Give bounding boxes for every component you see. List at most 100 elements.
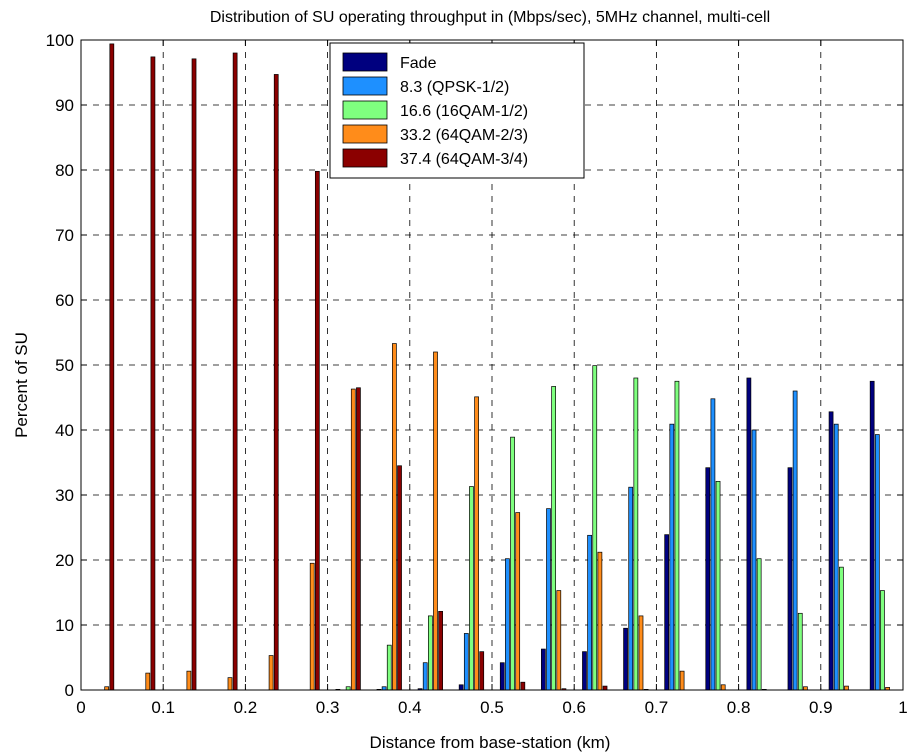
- bar: [273, 74, 279, 691]
- x-tick-label: 0.9: [809, 698, 833, 717]
- x-tick-label: 1: [898, 698, 907, 717]
- bar: [551, 386, 557, 691]
- y-tick-label: 10: [55, 616, 74, 635]
- bar: [458, 684, 464, 691]
- y-tick-label: 0: [65, 681, 74, 700]
- legend-swatch: [342, 100, 388, 120]
- bar: [433, 351, 438, 691]
- legend-swatch: [342, 52, 388, 72]
- bar: [109, 43, 115, 691]
- y-ticks: 0 10 20 30 40 50 60 70 80 90 100: [46, 31, 903, 700]
- y-tick-label: 30: [55, 486, 74, 505]
- bar: [510, 436, 515, 691]
- y-tick-label: 70: [55, 226, 74, 245]
- bar: [587, 534, 592, 691]
- bar: [838, 566, 844, 691]
- bar: [392, 343, 397, 691]
- x-ticks: 0 0.1 0.2 0.3 0.4 0.5 0.6 0.7 0.8 0.9 1: [76, 40, 908, 717]
- bar: [469, 486, 474, 691]
- bar: [664, 534, 670, 691]
- bar: [479, 651, 485, 691]
- bar: [582, 651, 587, 691]
- legend-label: 16.6 (16QAM-1/2): [400, 103, 528, 120]
- bar: [705, 467, 711, 691]
- bar: [356, 387, 361, 691]
- x-tick-label: 0.4: [398, 698, 422, 717]
- bar: [623, 627, 628, 691]
- bar: [499, 662, 505, 691]
- bar: [422, 662, 428, 691]
- bar: [386, 644, 392, 691]
- y-tick-label: 90: [55, 96, 74, 115]
- y-axis-label: Percent of SU: [12, 332, 31, 438]
- chart-title: Distribution of SU operating throughput …: [210, 9, 770, 26]
- bar: [679, 670, 685, 691]
- y-tick-label: 100: [46, 31, 74, 50]
- bar: [674, 380, 680, 691]
- x-tick-label: 0.8: [727, 698, 751, 717]
- legend: Fade 8.3 (QPSK-1/2) 16.6 (16QAM-1/2) 33.2 (…: [329, 42, 585, 179]
- y-tick-label: 80: [55, 161, 74, 180]
- legend-swatch: [342, 148, 388, 168]
- x-tick-label: 0.7: [645, 698, 669, 717]
- legend-label: Fade: [400, 55, 437, 72]
- bar: [880, 590, 885, 691]
- bar: [751, 429, 757, 691]
- bar: [669, 423, 675, 691]
- x-tick-label: 0.2: [234, 698, 258, 717]
- bar: [710, 398, 716, 691]
- bar: [592, 365, 598, 691]
- legend-swatch: [342, 124, 388, 144]
- bar: [520, 681, 526, 691]
- y-tick-label: 60: [55, 291, 74, 310]
- bar: [232, 52, 238, 691]
- x-tick-label: 0.6: [562, 698, 586, 717]
- bar: [309, 562, 315, 691]
- bar: [268, 655, 274, 691]
- bar: [638, 615, 644, 691]
- bar: [474, 396, 479, 691]
- bar: [515, 512, 521, 691]
- x-tick-label: 0.1: [151, 698, 175, 717]
- bar: [633, 377, 639, 691]
- bar: [427, 615, 433, 691]
- bar: [438, 610, 443, 691]
- x-axis-label: Distance from base-station (km): [370, 733, 611, 752]
- bar: [186, 670, 192, 691]
- bar: [227, 677, 233, 691]
- bar: [314, 170, 320, 691]
- bar: [787, 467, 793, 691]
- y-tick-label: 50: [55, 356, 74, 375]
- bar: [350, 388, 356, 691]
- bar: [844, 685, 849, 691]
- bar: [828, 411, 834, 691]
- bar: [597, 551, 603, 691]
- bar: [756, 558, 762, 691]
- bar: [602, 685, 608, 691]
- y-tick-label: 40: [55, 421, 74, 440]
- x-tick-label: 0.3: [316, 698, 340, 717]
- bar: [546, 508, 551, 691]
- legend-label: 8.3 (QPSK-1/2): [400, 79, 509, 96]
- y-tick-label: 20: [55, 551, 74, 570]
- bar: [463, 633, 469, 691]
- bar: [869, 380, 875, 691]
- bar: [874, 434, 880, 691]
- legend-swatch: [342, 76, 388, 96]
- x-tick-label: 0.5: [480, 698, 504, 717]
- bar: [145, 672, 151, 691]
- bar: [541, 648, 546, 691]
- bar: [505, 558, 510, 691]
- bar: [191, 58, 197, 691]
- bar: [797, 612, 803, 691]
- bar: [397, 465, 402, 691]
- legend-label: 33.2 (64QAM-2/3): [400, 127, 528, 144]
- bar: [746, 377, 752, 691]
- bar: [792, 390, 798, 691]
- bar: [720, 684, 726, 691]
- legend-label: 37.4 (64QAM-3/4): [400, 151, 528, 168]
- bar: [556, 590, 562, 691]
- bar: [628, 486, 634, 691]
- bar: [715, 481, 721, 691]
